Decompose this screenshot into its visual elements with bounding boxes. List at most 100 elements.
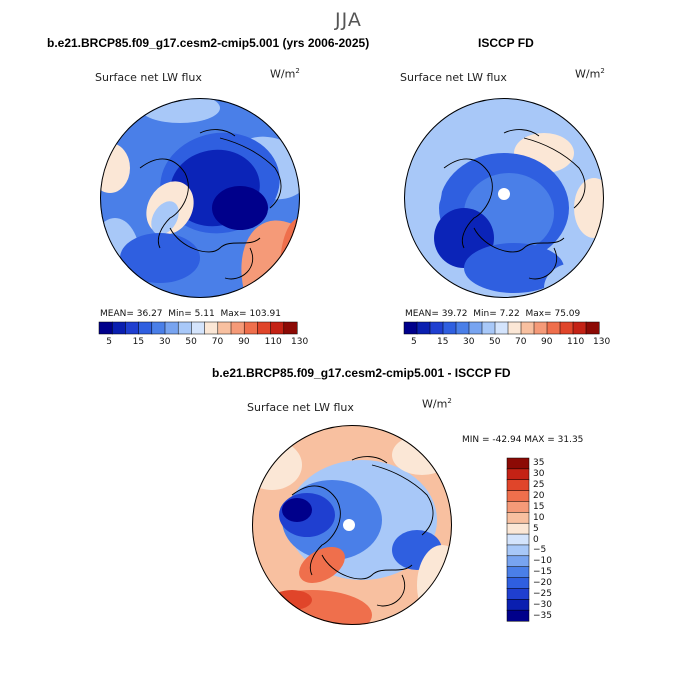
diff-colorbar-swatch xyxy=(506,512,530,524)
panel2-colorbar-swatch xyxy=(403,321,418,335)
panel1-variable: Surface net LW flux xyxy=(95,71,202,84)
panel2-colorbar-swatch xyxy=(494,321,509,335)
panel1-colorbar-swatch xyxy=(243,321,258,335)
panel1-colorbar-swatch xyxy=(177,321,192,335)
panel2-colorbar-swatch xyxy=(559,321,574,335)
diff-title: b.e21.BRCP85.f09_g17.cesm2-cmip5.001 - I… xyxy=(212,366,511,380)
panel2-colorbar-ticks: 5 15 30 50 70 90 110 130 xyxy=(404,337,610,349)
diff-colorbar-tick-label: −15 xyxy=(533,567,552,578)
panel1-colorbar-swatch xyxy=(270,321,285,335)
panel2-colorbar-tick-label: 70 xyxy=(515,337,527,347)
panel2-variable: Surface net LW flux xyxy=(400,71,507,84)
diff-colorbar-tick-label: 10 xyxy=(533,512,545,523)
panel1-colorbar-swatch xyxy=(204,321,219,335)
diff-colorbar-tick-label: −30 xyxy=(533,599,552,610)
diff-colorbar-swatch xyxy=(506,457,530,470)
panel1-title: b.e21.BRCP85.f09_g17.cesm2-cmip5.001 (yr… xyxy=(47,36,370,50)
panel2-colorbar-swatch xyxy=(507,321,522,335)
panel1-colorbar-tick-label: 70 xyxy=(211,337,224,347)
panel2-colorbar-swatch xyxy=(546,321,561,335)
panel2-colorbar-swatch xyxy=(520,321,535,335)
panel1-colorbar-swatch xyxy=(191,321,206,335)
diff-colorbar-swatch xyxy=(506,588,530,600)
diff-colorbar-tick-label: 15 xyxy=(533,501,545,512)
map-border xyxy=(404,98,604,298)
panel1-colorbar-tick-label: 130 xyxy=(291,337,309,347)
panel2-colorbar-tick-label: 30 xyxy=(463,337,475,347)
panel1-colorbar-swatch xyxy=(138,321,153,335)
panel1-colorbar-swatch xyxy=(257,321,272,335)
panel1-colorbar-tick-label: 50 xyxy=(185,337,197,347)
panel1-units: W/m2 xyxy=(270,67,300,81)
panel2-colorbar-swatch xyxy=(585,321,600,335)
diff-colorbar-swatch xyxy=(506,533,530,546)
panel1-colorbar-swatch xyxy=(217,321,232,335)
diff-colorbar-swatch xyxy=(506,522,530,535)
panel1-colorbar-ticks: 5 15 30 50 70 90 110 130 xyxy=(99,337,308,349)
diff-colorbar xyxy=(506,457,530,622)
panel1-stats: MEAN= 36.27 Min= 5.11 Max= 103.91 xyxy=(100,309,281,319)
diff-colorbar-swatch xyxy=(506,501,530,513)
diff-colorbar-swatch xyxy=(506,479,530,492)
diff-colorbar-tick-label: 20 xyxy=(533,491,545,502)
diff-colorbar-tick-label: 35 xyxy=(533,458,545,469)
panel1-colorbar-swatch xyxy=(151,321,166,335)
diff-colorbar-swatch xyxy=(506,599,530,611)
diff-colorbar-swatch xyxy=(506,609,530,622)
panel2-colorbar-swatch xyxy=(481,321,496,335)
panel2-polar-map xyxy=(404,98,604,298)
panel2-colorbar-swatch xyxy=(533,321,548,335)
panel2-colorbar-swatch xyxy=(429,321,444,335)
panel1-colorbar-tick-label: 15 xyxy=(132,337,145,347)
map-border xyxy=(100,98,300,298)
diff-colorbar-swatch xyxy=(506,555,530,568)
panel2-colorbar-swatch xyxy=(416,321,431,335)
panel2-colorbar-tick-label: 5 xyxy=(411,337,417,347)
diff-colorbar-ticks: 35 30 25 20 15 10 5 0 −5 −10 −15 −20 −25 −30 −35 xyxy=(533,458,563,621)
panel1-colorbar-swatch xyxy=(125,321,140,335)
panel2-title: ISCCP FD xyxy=(478,36,534,50)
diff-units: W/m2 xyxy=(422,397,452,411)
diff-colorbar-tick-label: −5 xyxy=(533,545,547,556)
panel2-colorbar-swatch xyxy=(572,321,587,335)
diff-polar-map xyxy=(252,425,452,625)
panel2-colorbar-tick-label: 130 xyxy=(593,337,611,347)
diff-colorbar-swatch xyxy=(506,566,530,579)
panel2-units: W/m2 xyxy=(575,67,605,81)
diff-colorbar-swatch xyxy=(506,490,530,503)
panel1-colorbar xyxy=(98,321,298,335)
panel1-colorbar-swatch xyxy=(230,321,245,335)
panel2-colorbar-swatch xyxy=(468,321,483,335)
diff-colorbar-swatch xyxy=(506,468,530,481)
panel2-colorbar xyxy=(403,321,600,335)
diff-colorbar-tick-label: 0 xyxy=(533,534,539,545)
panel1-colorbar-tick-label: 90 xyxy=(238,337,250,347)
panel1-polar-map xyxy=(100,98,300,298)
diff-colorbar-swatch xyxy=(506,577,530,589)
panel1-colorbar-tick-label: 110 xyxy=(264,337,282,347)
diff-colorbar-tick-label: −10 xyxy=(533,556,552,567)
diff-colorbar-tick-label: −35 xyxy=(533,610,552,621)
panel1-colorbar-swatch xyxy=(164,321,179,335)
diff-colorbar-tick-label: 25 xyxy=(533,480,545,491)
diff-colorbar-swatch xyxy=(506,544,530,557)
panel2-stats: MEAN= 39.72 Min= 7.22 Max= 75.09 xyxy=(405,309,581,319)
map-border xyxy=(252,425,452,625)
diff-minmax: MIN = -42.94 MAX = 31.35 xyxy=(462,435,584,445)
panel1-colorbar-swatch xyxy=(111,321,126,335)
panel1-colorbar-swatch xyxy=(283,321,298,335)
panel2-colorbar-tick-label: 90 xyxy=(541,337,553,347)
diff-variable: Surface net LW flux xyxy=(247,401,354,414)
season-title: JJA xyxy=(335,9,362,31)
diff-colorbar-tick-label: 30 xyxy=(533,469,545,480)
panel2-colorbar-swatch xyxy=(442,321,457,335)
panel2-colorbar-swatch xyxy=(455,321,470,335)
diff-colorbar-tick-label: −25 xyxy=(533,588,552,599)
diff-colorbar-tick-label: 5 xyxy=(533,523,539,534)
diff-colorbar-tick-label: −20 xyxy=(533,577,552,588)
panel1-colorbar-tick-label: 30 xyxy=(159,337,171,347)
panel2-colorbar-tick-label: 50 xyxy=(489,337,501,347)
panel1-colorbar-tick-label: 5 xyxy=(106,337,112,347)
panel2-colorbar-tick-label: 110 xyxy=(567,337,585,347)
